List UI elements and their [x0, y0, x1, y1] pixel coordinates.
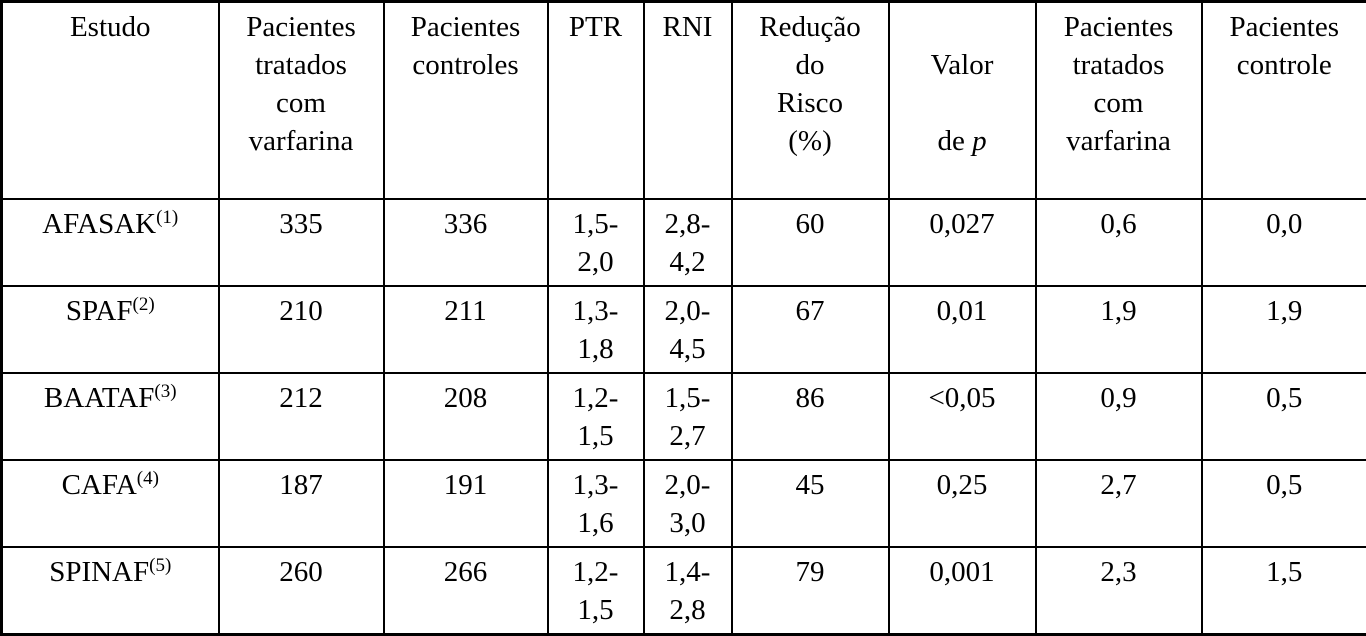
table-row-spaf: SPAF(2) 210 211 1,3- 1,8 2,0- 4,5 67 0,0… [2, 286, 1366, 373]
cell-control-rate: 0,5 [1202, 460, 1366, 547]
cell-treated-rate: 0,9 [1036, 373, 1202, 460]
col-header-ptr: PTR [548, 2, 644, 200]
cell-control-rate: 0,0 [1202, 199, 1366, 286]
col-header-pacientes-tratados-2: Pacientes tratados com varfarina [1036, 2, 1202, 200]
cell-treated-rate: 2,7 [1036, 460, 1202, 547]
cell-study: AFASAK(1) [2, 199, 219, 286]
cell-study: CAFA(4) [2, 460, 219, 547]
cell-ptr: 1,3- 1,8 [548, 286, 644, 373]
cell-p-value: 0,001 [889, 547, 1036, 635]
col-header-pacientes-controles: Pacientes controles [384, 2, 548, 200]
cell-ptr: 1,5- 2,0 [548, 199, 644, 286]
cell-control-count: 208 [384, 373, 548, 460]
cell-p-value: 0,25 [889, 460, 1036, 547]
valor-p-line1: Valor [892, 46, 1033, 84]
cell-rni: 1,4- 2,8 [644, 547, 732, 635]
cell-study: SPINAF(5) [2, 547, 219, 635]
cell-study: SPAF(2) [2, 286, 219, 373]
cell-treated-count: 187 [219, 460, 384, 547]
cell-rni: 1,5- 2,7 [644, 373, 732, 460]
study-name: BAATAF [44, 382, 154, 414]
study-name: SPAF [66, 295, 133, 327]
cell-risk-reduction: 60 [732, 199, 889, 286]
cell-control-rate: 0,5 [1202, 373, 1366, 460]
col-header-valor-p: Valor de p [889, 2, 1036, 200]
cell-treated-rate: 1,9 [1036, 286, 1202, 373]
study-name: SPINAF [49, 556, 149, 588]
table-header-row: Estudo Pacientes tratados com varfarina … [2, 2, 1366, 200]
study-citation-ref: (1) [156, 207, 178, 228]
cell-control-count: 266 [384, 547, 548, 635]
cell-ptr: 1,2- 1,5 [548, 373, 644, 460]
table-row-cafa: CAFA(4) 187 191 1,3- 1,6 2,0- 3,0 45 0,2… [2, 460, 1366, 547]
cell-treated-count: 260 [219, 547, 384, 635]
col-header-reducao-risco: Redução do Risco (%) [732, 2, 889, 200]
cell-rni: 2,0- 3,0 [644, 460, 732, 547]
study-name: CAFA [62, 469, 137, 501]
cell-p-value: <0,05 [889, 373, 1036, 460]
cell-risk-reduction: 45 [732, 460, 889, 547]
cell-control-count: 336 [384, 199, 548, 286]
cell-control-count: 191 [384, 460, 548, 547]
p-symbol: p [972, 125, 987, 157]
cell-risk-reduction: 79 [732, 547, 889, 635]
cell-p-value: 0,027 [889, 199, 1036, 286]
study-citation-ref: (3) [154, 381, 176, 402]
cell-p-value: 0,01 [889, 286, 1036, 373]
col-header-estudo: Estudo [2, 2, 219, 200]
cell-study: BAATAF(3) [2, 373, 219, 460]
cell-ptr: 1,2- 1,5 [548, 547, 644, 635]
cell-ptr: 1,3- 1,6 [548, 460, 644, 547]
cell-rni: 2,8- 4,2 [644, 199, 732, 286]
study-citation-ref: (5) [149, 555, 171, 576]
cell-treated-count: 335 [219, 199, 384, 286]
study-citation-ref: (2) [133, 294, 155, 315]
cell-control-count: 211 [384, 286, 548, 373]
col-header-pacientes-tratados: Pacientes tratados com varfarina [219, 2, 384, 200]
cell-control-rate: 1,9 [1202, 286, 1366, 373]
valor-p-line2: de p [892, 122, 1033, 160]
table-row-spinaf: SPINAF(5) 260 266 1,2- 1,5 1,4- 2,8 79 0… [2, 547, 1366, 635]
cell-treated-count: 210 [219, 286, 384, 373]
cell-risk-reduction: 86 [732, 373, 889, 460]
cell-treated-count: 212 [219, 373, 384, 460]
cell-treated-rate: 0,6 [1036, 199, 1202, 286]
study-citation-ref: (4) [137, 468, 159, 489]
table-row-afasak: AFASAK(1) 335 336 1,5- 2,0 2,8- 4,2 60 0… [2, 199, 1366, 286]
study-name: AFASAK [42, 208, 156, 240]
cell-treated-rate: 2,3 [1036, 547, 1202, 635]
col-header-pacientes-controle-2: Pacientes controle [1202, 2, 1366, 200]
table-row-baataf: BAATAF(3) 212 208 1,2- 1,5 1,5- 2,7 86 <… [2, 373, 1366, 460]
cell-control-rate: 1,5 [1202, 547, 1366, 635]
cell-rni: 2,0- 4,5 [644, 286, 732, 373]
cell-risk-reduction: 67 [732, 286, 889, 373]
col-header-rni: RNI [644, 2, 732, 200]
